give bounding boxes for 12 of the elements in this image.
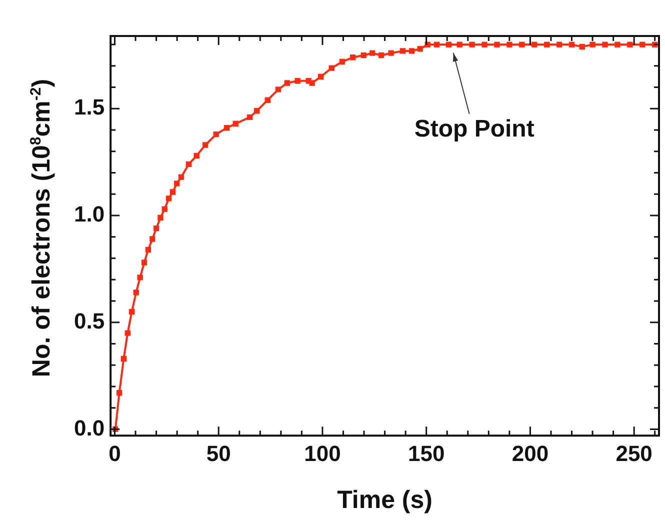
x-tick-label: 250 [616,440,652,466]
x-tick-label: 150 [408,440,445,466]
annotation: Stop Point [414,115,534,142]
x-axis-title: Time (s) [337,486,432,514]
x-tick-label: 100 [304,440,341,466]
y-tick-label: 1.0 [74,202,105,227]
y-tick-label: 1.5 [74,94,105,120]
x-tick-label: 50 [206,440,231,466]
x-tick-label: 200 [512,440,549,466]
y-tick-label: 0.0 [74,415,105,440]
x-tick-label: 0 [108,440,121,466]
y-tick-label: 0.5 [74,308,105,334]
